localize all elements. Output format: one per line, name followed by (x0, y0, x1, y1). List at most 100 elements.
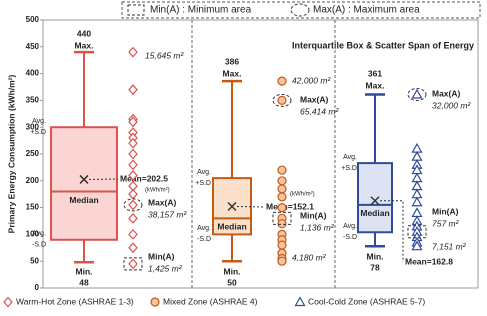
y-tick-label: 250 (26, 149, 40, 158)
point (128, 46, 138, 58)
mean-label: Mean=162.8 (405, 256, 453, 266)
min-value: 48 (79, 277, 89, 287)
min-value: 50 (227, 277, 237, 287)
point (277, 219, 287, 229)
max-label: Max. (75, 40, 94, 50)
max-area-icon (290, 3, 310, 17)
legend-label: Warm-Hot Zone (ASHRAE 1-3) (16, 296, 134, 306)
max-value: 361 (368, 68, 382, 78)
min-area-icon (127, 4, 145, 16)
max-value: 440 (77, 28, 91, 38)
y-tick-label: 0 (35, 283, 40, 292)
point (277, 184, 287, 194)
mean-label: Mean=202.5 (120, 173, 168, 183)
min-label: Min. (224, 266, 241, 276)
area-label: 1,136 m² (300, 222, 335, 232)
avg-label: Avg. (343, 154, 357, 161)
point (128, 228, 138, 240)
note: Max(A) : Maximum area (313, 5, 420, 16)
y-tick-label: 150 (26, 203, 40, 212)
avg-label: Avg. (32, 231, 46, 238)
point (411, 188, 423, 199)
median-label: Median (360, 208, 389, 218)
min-label: Min. (76, 266, 93, 276)
mean-marker (79, 174, 89, 184)
area-label: 65,414 m² (300, 106, 339, 116)
point (128, 159, 138, 171)
y-tick-label: 50 (30, 256, 39, 265)
max-area-tag: Max(A) (432, 88, 461, 98)
y-tick-label: 300 (26, 122, 40, 131)
avg-label: Avg. (197, 169, 211, 176)
point (411, 207, 423, 218)
point (277, 176, 287, 186)
min-label: Min. (367, 251, 384, 261)
legend-label: Cool-Cold Zone (ASHRAE 5-7) (308, 296, 425, 306)
min-area-tag: Min(A) (432, 206, 459, 216)
sd-label: +S.D (341, 165, 357, 172)
point (411, 142, 423, 153)
min-area-tag: Min(A) (148, 251, 175, 261)
sd-label: +S.D (195, 180, 211, 187)
median-label: Median (217, 222, 246, 232)
point (128, 170, 138, 181)
y-tick-label: 450 (26, 42, 40, 51)
point (128, 212, 138, 224)
y-tick-label: 200 (26, 176, 40, 185)
sd-label: +S.D (30, 129, 46, 136)
subtitle: Interquartile Box & Scatter Span of Ener… (292, 40, 474, 50)
mean-marker (227, 201, 237, 212)
sd-label: -S.D (32, 242, 46, 249)
unit-label: (kWh/m²) (290, 192, 315, 198)
y-tick-label: 100 (26, 230, 40, 239)
max-value: 386 (225, 56, 239, 66)
max-label: Max. (223, 68, 242, 78)
avg-label: Avg. (197, 225, 211, 232)
point (150, 297, 160, 307)
point (277, 95, 287, 105)
area-label: 757 m² (432, 218, 460, 228)
max-area-tag: Max(A) (300, 94, 329, 104)
mean-label: Mean=152.1 (266, 201, 314, 211)
point (294, 296, 306, 307)
point (411, 88, 423, 99)
point (411, 172, 423, 183)
median-label: Median (69, 195, 98, 205)
point (277, 203, 287, 213)
unit-label: (kWh/m²) (145, 188, 170, 194)
legend-label: Mixed Zone (ASHRAE 4) (163, 296, 258, 306)
avg-label: Avg. (32, 118, 46, 125)
max-area-ring (123, 198, 143, 212)
avg-label: Avg. (343, 223, 357, 230)
area-label: 42,000 m² (292, 75, 331, 85)
point (411, 196, 423, 207)
point (128, 258, 138, 270)
point (128, 148, 138, 160)
box (50, 126, 118, 241)
area-label: 38,157 m² (148, 209, 187, 219)
point (128, 84, 138, 96)
point (277, 165, 287, 175)
point (3, 296, 13, 308)
area-label: 15,645 m² (145, 50, 184, 60)
point (128, 116, 138, 128)
point (128, 199, 138, 211)
max-area-ring (407, 88, 427, 102)
note: Min(A) : Minimum area (150, 5, 252, 16)
note-box (121, 1, 481, 19)
point (128, 137, 138, 149)
max-area-ring (272, 93, 292, 107)
y-tick-label: 400 (26, 69, 40, 78)
max-area-tag: Max(A) (148, 197, 177, 207)
point (128, 188, 138, 200)
point (411, 240, 423, 251)
point (277, 76, 287, 86)
point (277, 240, 287, 250)
point (411, 150, 423, 161)
point (128, 242, 138, 254)
area-label: 32,000 m² (432, 100, 471, 110)
min-value: 78 (370, 262, 380, 272)
mean-marker (370, 196, 380, 206)
min-area-tag: Min(A) (300, 210, 327, 220)
